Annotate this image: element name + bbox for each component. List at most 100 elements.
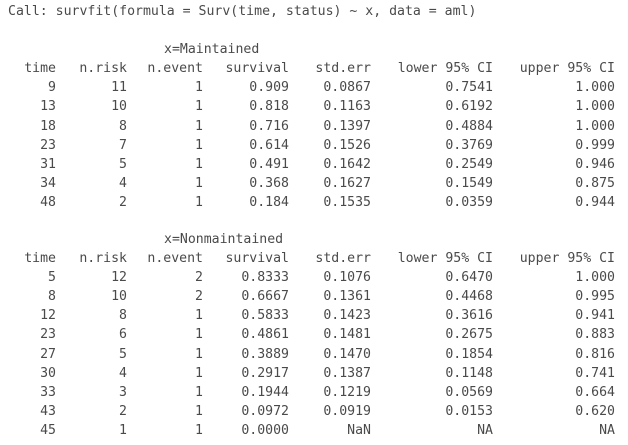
cell-time: 43: [40, 403, 56, 419]
cell-std-err: 0.1163: [323, 99, 371, 115]
header-upper-ci: upper 95% CI: [519, 251, 615, 267]
table-row: 43 2 1 0.0972 0.0919 0.0153 0.620: [4, 402, 624, 421]
call-line: Call: survfit(formula = Surv(time, statu…: [8, 4, 477, 19]
cell-time: 34: [40, 175, 56, 191]
cell-lower-ci: 0.1854: [445, 346, 493, 362]
table-row: 48 2 1 0.184 0.1535 0.0359 0.944: [4, 193, 624, 212]
cell-time: 9: [48, 80, 56, 96]
cell-survival: 0.1944: [241, 384, 289, 400]
cell-lower-ci: 0.0569: [445, 384, 493, 400]
cell-std-err: 0.1481: [323, 327, 371, 343]
cell-lower-ci: 0.3616: [445, 308, 493, 324]
cell-lower-ci: 0.0153: [445, 403, 493, 419]
cell-n-event: 1: [195, 137, 203, 153]
table-row: 12 8 1 0.5833 0.1423 0.3616 0.941: [4, 306, 624, 325]
cell-upper-ci: NA: [599, 422, 615, 438]
cell-upper-ci: 0.741: [575, 365, 615, 381]
cell-time: 31: [40, 156, 56, 172]
stratum-maintained: x=Maintained time n.risk n.event surviva…: [4, 40, 624, 212]
cell-survival: 0.0972: [241, 403, 289, 419]
cell-survival: 0.5833: [241, 308, 289, 324]
column-header-row: time n.risk n.event survival std.err low…: [4, 59, 624, 78]
header-time: time: [24, 61, 56, 77]
cell-std-err: 0.1387: [323, 365, 371, 381]
cell-std-err: NaN: [347, 422, 371, 438]
cell-upper-ci: 0.944: [575, 194, 615, 210]
cell-time: 23: [40, 137, 56, 153]
header-std-err: std.err: [315, 61, 371, 77]
cell-lower-ci: 0.1148: [445, 365, 493, 381]
stratum-title-text: x=Maintained: [164, 42, 260, 58]
cell-time: 48: [40, 194, 56, 210]
cell-time: 33: [40, 384, 56, 400]
stratum-title-text: x=Nonmaintained: [164, 232, 284, 247]
stratum-rows: 9 11 1 0.909 0.0867 0.7541 1.000 13 10 1 0.818 0.11…: [4, 78, 624, 212]
cell-upper-ci: 1.000: [575, 80, 615, 96]
table-row: 23 7 1 0.614 0.1526 0.3769 0.999: [4, 136, 624, 155]
cell-n-event: 1: [195, 194, 203, 210]
cell-time: 30: [40, 365, 56, 381]
cell-std-err: 0.1535: [323, 194, 371, 210]
cell-upper-ci: 0.664: [575, 384, 615, 400]
cell-survival: 0.818: [249, 99, 289, 115]
cell-time: 23: [40, 327, 56, 343]
table-row: 9 11 1 0.909 0.0867 0.7541 1.000: [4, 78, 624, 97]
table-row: 5 12 2 0.8333 0.1076 0.6470 1.000: [4, 268, 624, 287]
cell-n-risk: 7: [119, 137, 127, 153]
header-n-risk: n.risk: [79, 251, 127, 267]
header-upper-ci: upper 95% CI: [519, 61, 615, 77]
blank-line: [4, 21, 624, 40]
cell-lower-ci: 0.0359: [445, 194, 493, 210]
cell-upper-ci: 1.000: [575, 99, 615, 115]
cell-lower-ci: 0.3769: [445, 137, 493, 153]
cell-lower-ci: 0.7541: [445, 80, 493, 96]
cell-n-event: 1: [195, 384, 203, 400]
cell-lower-ci: 0.1549: [445, 175, 493, 191]
cell-std-err: 0.1642: [323, 156, 371, 172]
cell-std-err: 0.0919: [323, 403, 371, 419]
stratum-title: x=Maintained: [4, 40, 624, 59]
cell-n-risk: 11: [111, 80, 127, 96]
cell-survival: 0.6667: [241, 289, 289, 305]
header-time: time: [24, 251, 56, 267]
cell-upper-ci: 1.000: [575, 118, 615, 134]
cell-std-err: 0.1627: [323, 175, 371, 191]
table-row: 31 5 1 0.491 0.1642 0.2549 0.946: [4, 155, 624, 174]
cell-n-event: 1: [195, 403, 203, 419]
cell-n-risk: 3: [119, 384, 127, 400]
cell-time: 12: [40, 308, 56, 324]
cell-n-event: 1: [195, 118, 203, 134]
cell-std-err: 0.1219: [323, 384, 371, 400]
cell-survival: 0.368: [249, 175, 289, 191]
cell-upper-ci: 0.995: [575, 289, 615, 305]
table-row: 13 10 1 0.818 0.1163 0.6192 1.000: [4, 97, 624, 116]
stratum-nonmaintained: x=Nonmaintained time n.risk n.event surv…: [4, 230, 624, 440]
cell-time: 27: [40, 346, 56, 362]
header-survival: survival: [225, 251, 289, 267]
cell-lower-ci: 0.2675: [445, 327, 493, 343]
cell-time: 45: [40, 422, 56, 438]
cell-n-risk: 5: [119, 156, 127, 172]
cell-n-event: 1: [195, 327, 203, 343]
cell-lower-ci: 0.4884: [445, 118, 493, 134]
cell-lower-ci: 0.4468: [445, 289, 493, 305]
cell-upper-ci: 0.941: [575, 308, 615, 324]
cell-std-err: 0.1470: [323, 346, 371, 362]
cell-std-err: 0.1361: [323, 289, 371, 305]
cell-n-event: 1: [195, 365, 203, 381]
header-n-event: n.event: [147, 251, 203, 267]
cell-n-risk: 6: [119, 327, 127, 343]
cell-n-event: 1: [195, 308, 203, 324]
cell-n-risk: 8: [119, 118, 127, 134]
header-n-risk: n.risk: [79, 61, 127, 77]
cell-std-err: 0.1397: [323, 118, 371, 134]
cell-survival: 0.614: [249, 137, 289, 153]
cell-std-err: 0.1076: [323, 270, 371, 286]
table-row: 34 4 1 0.368 0.1627 0.1549 0.875: [4, 174, 624, 193]
stratum-rows: 5 12 2 0.8333 0.1076 0.6470 1.000 8 10 2 0.6667 0.1…: [4, 268, 624, 440]
cell-survival: 0.8333: [241, 270, 289, 286]
stratum-title: x=Nonmaintained: [4, 230, 624, 249]
cell-upper-ci: 0.999: [575, 137, 615, 153]
cell-n-risk: 2: [119, 403, 127, 419]
cell-n-event: 1: [195, 99, 203, 115]
